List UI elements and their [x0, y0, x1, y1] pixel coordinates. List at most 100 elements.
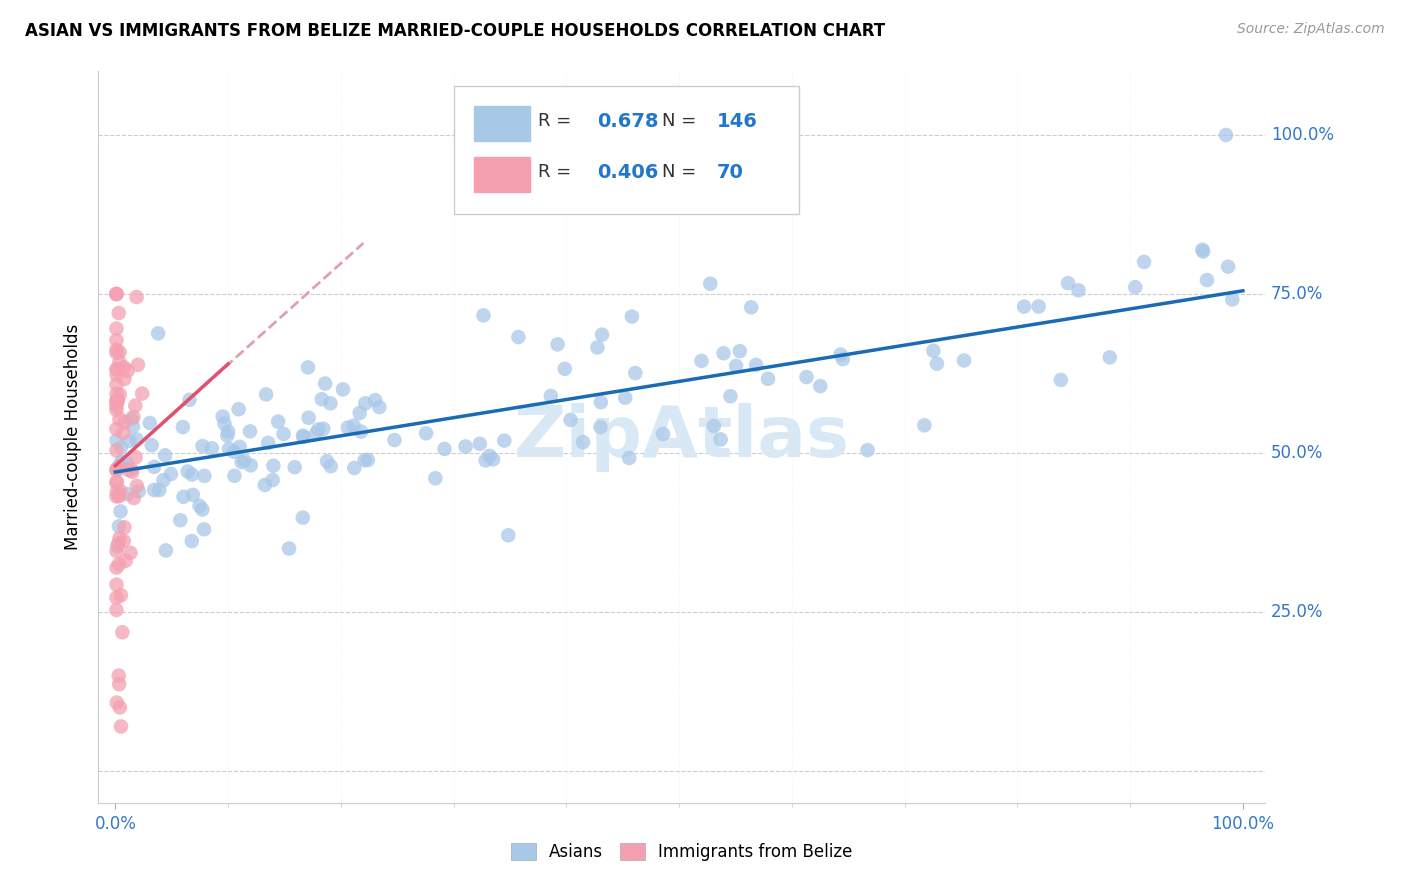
Point: [292, 430, 315, 444]
Text: 75.0%: 75.0%: [1271, 285, 1323, 303]
Point: [267, 415, 290, 429]
Point: [384, 433, 406, 447]
Point: [125, 290, 148, 304]
Text: N =: N =: [662, 112, 702, 130]
Point: [111, 625, 134, 640]
Point: [114, 520, 136, 534]
Point: [350, 425, 373, 439]
Point: [105, 434, 128, 448]
Point: [713, 346, 735, 360]
Point: [725, 359, 748, 373]
Point: [498, 528, 520, 542]
Point: [472, 309, 495, 323]
Point: [179, 392, 201, 407]
Point: [148, 483, 170, 497]
Point: [925, 357, 948, 371]
Point: [620, 310, 643, 324]
Text: 25.0%: 25.0%: [1271, 603, 1323, 621]
Point: [540, 389, 562, 403]
Point: [796, 370, 818, 384]
Point: [425, 471, 447, 485]
Point: [482, 452, 505, 467]
Point: [273, 426, 295, 441]
Point: [652, 427, 675, 442]
Point: [125, 450, 148, 465]
Point: [105, 343, 128, 357]
Point: [117, 487, 139, 501]
Point: [211, 409, 233, 424]
Point: [572, 435, 595, 450]
Point: [305, 426, 328, 441]
Point: [1028, 300, 1050, 314]
Point: [214, 417, 236, 431]
Point: [1050, 373, 1073, 387]
Point: [193, 522, 215, 536]
Point: [1057, 276, 1080, 290]
Point: [112, 425, 135, 440]
Point: [107, 306, 129, 320]
Point: [105, 377, 128, 392]
Point: [619, 450, 641, 465]
Point: [508, 330, 530, 344]
Point: [468, 437, 491, 451]
Point: [1123, 280, 1146, 294]
Point: [108, 387, 131, 401]
Point: [105, 395, 128, 409]
Point: [128, 484, 150, 499]
Text: 70: 70: [717, 163, 744, 182]
Point: [118, 434, 141, 448]
Point: [343, 461, 366, 475]
Point: [699, 277, 721, 291]
Point: [105, 402, 128, 417]
Point: [160, 467, 183, 481]
Point: [112, 360, 135, 375]
Text: 146: 146: [717, 112, 758, 130]
Point: [105, 393, 128, 408]
Point: [105, 287, 128, 301]
Point: [239, 458, 262, 473]
Point: [105, 333, 128, 347]
Point: [494, 434, 516, 448]
Point: [110, 504, 132, 518]
Text: 50.0%: 50.0%: [1271, 444, 1323, 462]
Point: [1192, 244, 1215, 259]
Point: [856, 443, 879, 458]
Point: [311, 392, 333, 407]
Point: [191, 502, 214, 516]
Point: [107, 460, 129, 475]
Point: [114, 554, 136, 568]
Point: [120, 412, 142, 426]
Point: [105, 462, 128, 476]
Point: [353, 453, 375, 467]
Text: R =: R =: [538, 163, 578, 181]
Point: [107, 668, 129, 682]
Point: [117, 463, 139, 477]
Point: [139, 416, 162, 430]
Point: [110, 441, 132, 455]
Point: [152, 473, 174, 487]
Point: [1067, 283, 1090, 297]
Point: [233, 453, 256, 467]
Point: [624, 366, 647, 380]
Point: [105, 321, 128, 335]
Point: [591, 327, 613, 342]
Point: [262, 458, 284, 473]
Point: [217, 428, 239, 442]
Point: [291, 510, 314, 524]
Point: [343, 418, 366, 433]
Point: [228, 402, 250, 417]
Text: 100.0%: 100.0%: [1271, 126, 1334, 144]
Point: [110, 719, 132, 733]
Point: [143, 483, 166, 497]
Point: [105, 475, 128, 490]
Point: [239, 425, 262, 439]
Point: [107, 537, 129, 551]
Point: [105, 463, 128, 477]
Text: R =: R =: [538, 112, 578, 130]
Point: [336, 420, 359, 434]
Point: [364, 393, 387, 408]
Point: [110, 588, 132, 602]
Point: [105, 368, 128, 382]
Point: [319, 459, 342, 474]
Point: [108, 355, 131, 369]
